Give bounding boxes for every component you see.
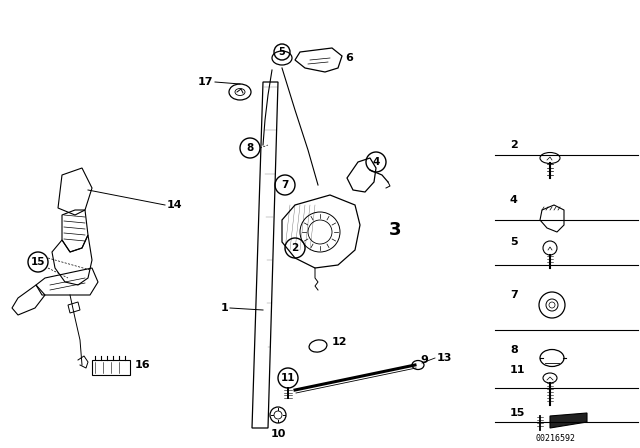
Text: 4: 4 — [372, 157, 380, 167]
Text: 11: 11 — [510, 365, 525, 375]
Text: 2: 2 — [291, 243, 299, 253]
Text: 7: 7 — [282, 180, 289, 190]
Text: 5: 5 — [510, 237, 518, 247]
Text: 15: 15 — [31, 257, 45, 267]
Text: 15: 15 — [510, 408, 525, 418]
Text: 2: 2 — [510, 140, 518, 150]
Text: 4: 4 — [510, 195, 518, 205]
Text: 11: 11 — [281, 373, 295, 383]
Text: 9: 9 — [420, 355, 428, 365]
Text: 7: 7 — [510, 290, 518, 300]
Text: 8: 8 — [246, 143, 253, 153]
Text: 5: 5 — [278, 47, 285, 57]
Text: 8: 8 — [510, 345, 518, 355]
Text: 14: 14 — [167, 200, 182, 210]
Text: 00216592: 00216592 — [535, 434, 575, 443]
Text: 16: 16 — [135, 360, 150, 370]
Text: 6: 6 — [345, 53, 353, 63]
Text: 3: 3 — [388, 221, 401, 239]
Text: 1: 1 — [220, 303, 228, 313]
Text: 17: 17 — [198, 77, 213, 87]
Text: 10: 10 — [270, 429, 285, 439]
Polygon shape — [550, 413, 587, 428]
Text: 13: 13 — [437, 353, 452, 363]
Text: 12: 12 — [332, 337, 348, 347]
